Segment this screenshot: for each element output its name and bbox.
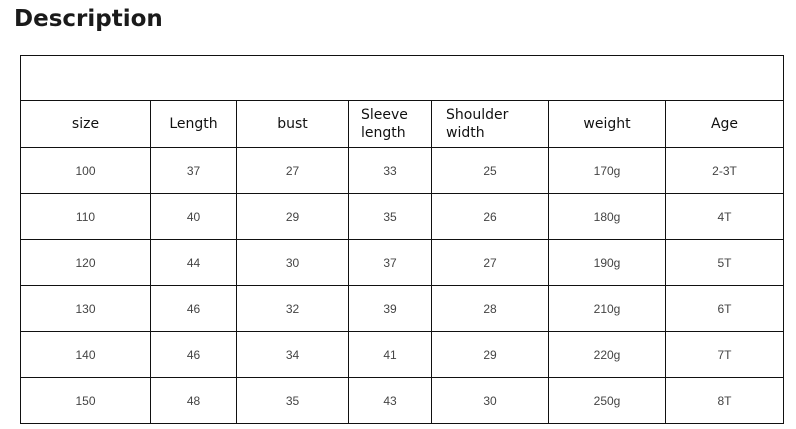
table-cell: 5T bbox=[665, 239, 784, 286]
table-cell: 46 bbox=[150, 285, 237, 332]
table-cell: 8T bbox=[665, 377, 784, 424]
table-cell: 120 bbox=[20, 239, 151, 286]
table-cell: 2-3T bbox=[665, 147, 784, 194]
table-cell: 40 bbox=[150, 193, 237, 240]
table-cell: 210g bbox=[548, 285, 666, 332]
column-header: Length bbox=[150, 100, 237, 148]
column-header: Shoulder width bbox=[431, 100, 549, 148]
table-cell: 29 bbox=[431, 331, 549, 378]
column-header: bust bbox=[236, 100, 349, 148]
column-header: Age bbox=[665, 100, 784, 148]
table-cell: 37 bbox=[348, 239, 432, 286]
table-row: 150 48 35 43 30 250g 8T bbox=[20, 377, 784, 424]
table-cell: 37 bbox=[150, 147, 237, 194]
column-header: Sleeve length bbox=[348, 100, 432, 148]
table-cell: 150 bbox=[20, 377, 151, 424]
page-title: Description bbox=[14, 6, 163, 32]
table-cell: 30 bbox=[236, 239, 349, 286]
table-cell: 44 bbox=[150, 239, 237, 286]
table-cell: 33 bbox=[348, 147, 432, 194]
table-cell: 100 bbox=[20, 147, 151, 194]
table-cell: 25 bbox=[431, 147, 549, 194]
table-cell: 35 bbox=[348, 193, 432, 240]
table-cell: 7T bbox=[665, 331, 784, 378]
table-cell: 180g bbox=[548, 193, 666, 240]
table-cell: 140 bbox=[20, 331, 151, 378]
table-cell: 110 bbox=[20, 193, 151, 240]
table-cell: 43 bbox=[348, 377, 432, 424]
table-cell: 39 bbox=[348, 285, 432, 332]
table-cell: 190g bbox=[548, 239, 666, 286]
table-row: 110 40 29 35 26 180g 4T bbox=[20, 193, 784, 240]
table-cell: 27 bbox=[236, 147, 349, 194]
table-cell: 6T bbox=[665, 285, 784, 332]
table-cell: 4T bbox=[665, 193, 784, 240]
table-cell: 35 bbox=[236, 377, 349, 424]
table-cell: 27 bbox=[431, 239, 549, 286]
table-cell: 41 bbox=[348, 331, 432, 378]
table-cell: 34 bbox=[236, 331, 349, 378]
size-chart-table: size Length bust Sleeve length Shoulder widt… bbox=[20, 55, 784, 424]
column-header: size bbox=[20, 100, 151, 148]
blank-row bbox=[20, 55, 784, 101]
table-cell: 32 bbox=[236, 285, 349, 332]
header-row: size Length bust Sleeve length Shoulder widt… bbox=[20, 100, 784, 148]
table-cell: 250g bbox=[548, 377, 666, 424]
table-cell: 29 bbox=[236, 193, 349, 240]
table-cell: 26 bbox=[431, 193, 549, 240]
table-cell: 220g bbox=[548, 331, 666, 378]
table-row: 100 37 27 33 25 170g 2-3T bbox=[20, 147, 784, 194]
blank-cell bbox=[20, 55, 784, 101]
table-row: 120 44 30 37 27 190g 5T bbox=[20, 239, 784, 286]
table-row: 130 46 32 39 28 210g 6T bbox=[20, 285, 784, 332]
table-cell: 130 bbox=[20, 285, 151, 332]
table-cell: 30 bbox=[431, 377, 549, 424]
column-header: weight bbox=[548, 100, 666, 148]
table-row: 140 46 34 41 29 220g 7T bbox=[20, 331, 784, 378]
table-cell: 46 bbox=[150, 331, 237, 378]
table-cell: 170g bbox=[548, 147, 666, 194]
table-cell: 28 bbox=[431, 285, 549, 332]
table-cell: 48 bbox=[150, 377, 237, 424]
